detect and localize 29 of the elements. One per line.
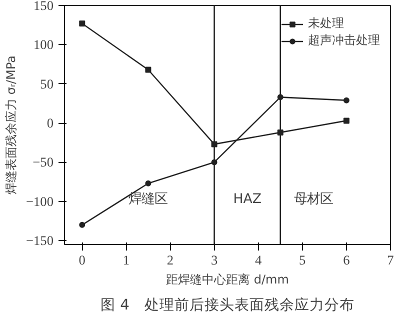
- x-axis-title: 距焊缝中心距离 d/mm: [166, 272, 289, 286]
- annotation: HAZ: [233, 192, 262, 207]
- x-tick-label: 6: [343, 252, 350, 268]
- x-tick-label: 1: [122, 252, 130, 268]
- x-tick-label: 4: [255, 252, 262, 268]
- point: [79, 222, 86, 228]
- y-tick-label: 50: [40, 76, 54, 92]
- annotation: 母材区: [294, 192, 333, 207]
- text: 图 4 处理前后接头表面残余应力分布: [100, 296, 354, 314]
- point: [343, 118, 350, 124]
- x-tick-label: 7: [387, 252, 394, 268]
- y-tick-label: −150: [26, 233, 54, 248]
- point: [79, 20, 86, 27]
- y-axis-title: 焊缝表面残余应力 σᵣ/MPa: [4, 56, 18, 194]
- y-tick-label: 150: [34, 0, 54, 13]
- y-tick-label: −100: [26, 194, 54, 209]
- x-tick-label: 3: [210, 252, 218, 268]
- x-tick-label: 5: [299, 252, 306, 268]
- y-tick-label: 0: [46, 116, 54, 131]
- y-tick-label: −50: [32, 154, 54, 170]
- point: [145, 66, 152, 73]
- legend-label: 未处理: [308, 15, 344, 32]
- x-tick-label: 0: [78, 252, 86, 268]
- x-tick-label: 2: [166, 252, 174, 268]
- y-tick-label: 100: [34, 37, 54, 52]
- point: [343, 97, 350, 104]
- annotation: 焊缝区: [128, 192, 168, 207]
- legend-label: 超声冲击处理: [308, 32, 380, 49]
- point: [145, 180, 152, 186]
